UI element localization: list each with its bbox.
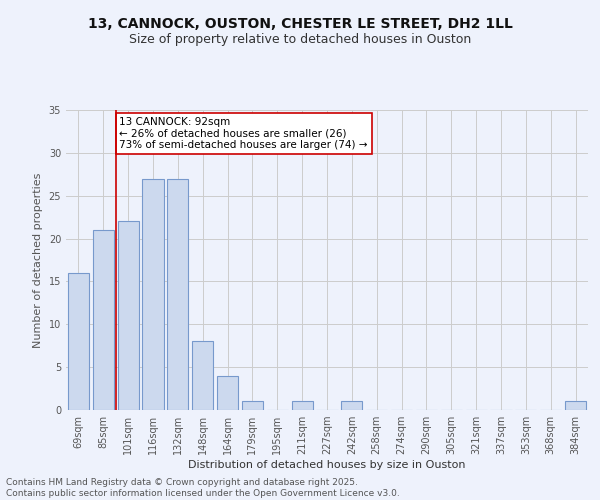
Bar xyxy=(68,273,89,410)
Bar xyxy=(341,402,362,410)
Bar xyxy=(118,222,139,410)
Bar xyxy=(217,376,238,410)
Text: Size of property relative to detached houses in Ouston: Size of property relative to detached ho… xyxy=(129,32,471,46)
Bar xyxy=(167,178,188,410)
Text: 13, CANNOCK, OUSTON, CHESTER LE STREET, DH2 1LL: 13, CANNOCK, OUSTON, CHESTER LE STREET, … xyxy=(88,18,512,32)
Text: 13 CANNOCK: 92sqm
← 26% of detached houses are smaller (26)
73% of semi-detached: 13 CANNOCK: 92sqm ← 26% of detached hous… xyxy=(119,117,368,150)
Text: Contains HM Land Registry data © Crown copyright and database right 2025.
Contai: Contains HM Land Registry data © Crown c… xyxy=(6,478,400,498)
Y-axis label: Number of detached properties: Number of detached properties xyxy=(33,172,43,348)
Bar xyxy=(292,402,313,410)
Bar xyxy=(565,402,586,410)
Bar xyxy=(93,230,114,410)
Bar xyxy=(142,178,164,410)
Bar xyxy=(242,402,263,410)
X-axis label: Distribution of detached houses by size in Ouston: Distribution of detached houses by size … xyxy=(188,460,466,470)
Bar xyxy=(192,342,213,410)
